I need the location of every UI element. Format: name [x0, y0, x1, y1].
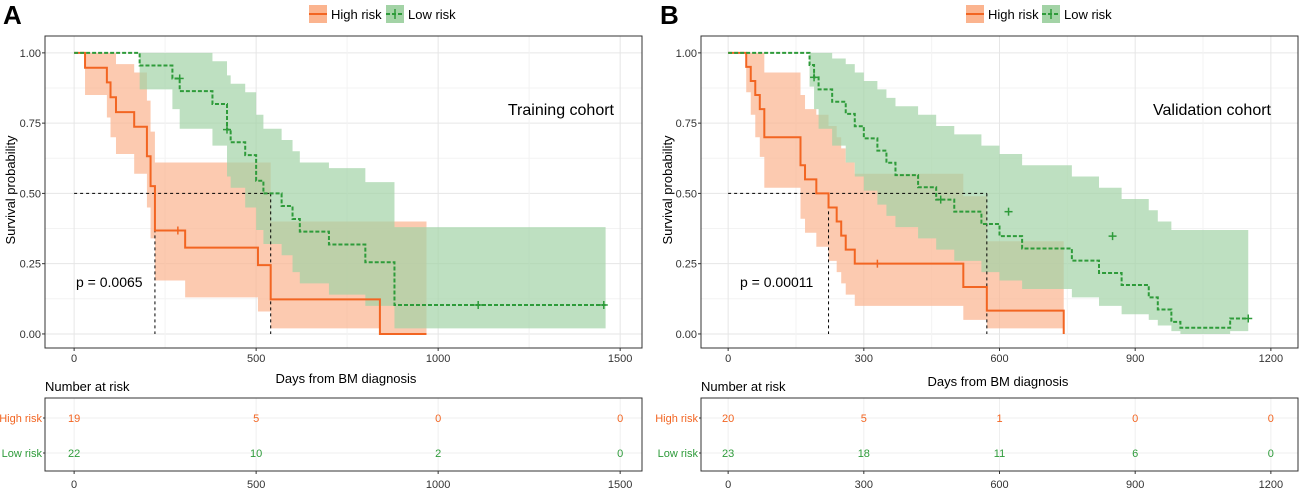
km-curve-low-risk	[728, 51, 1249, 329]
risk-row-label: Low risk	[2, 448, 43, 460]
x-tick-label: 1200	[1259, 353, 1283, 365]
plot-frame	[44, 35, 643, 349]
risk-value: 1	[996, 413, 1002, 425]
y-tick-label: 0.00	[676, 329, 697, 341]
y-tick-label: 1.00	[676, 48, 697, 60]
p-value-b: p = 0.00011	[740, 274, 814, 290]
legend-label-low-risk: Low risk	[408, 7, 456, 22]
y-tick-label: 0.50	[676, 188, 697, 200]
risk-value: 5	[253, 413, 259, 425]
y-tick-label: 0.75	[676, 118, 697, 130]
median-lines-1	[728, 192, 988, 334]
p-value-a: p = 0.0065	[76, 274, 143, 290]
risk-x-tick-label: 0	[725, 479, 731, 490]
x-tick-label: 900	[1126, 353, 1144, 365]
y-axis-title-a: Survival probability	[3, 135, 18, 245]
x-tick-label: 0	[71, 353, 77, 365]
risk-x-tick-label: 0	[71, 479, 77, 490]
risk-value: 23	[722, 448, 734, 460]
legend-left: High risk Low risk	[309, 5, 456, 23]
risk-value: 22	[68, 448, 80, 460]
y-tick-label: 0.75	[20, 118, 41, 130]
risk-value: 0	[617, 448, 623, 460]
ci-band-low-risk	[728, 52, 1249, 334]
risk-value: 19	[68, 413, 80, 425]
km-curve-high-risk	[728, 51, 1065, 334]
risk-x-tick-label: 600	[990, 479, 1008, 490]
x-tick-label: 300	[855, 353, 873, 365]
x-tick-label: 500	[247, 353, 265, 365]
legend-right: High risk Low risk	[966, 5, 1112, 23]
legend-label-high-risk: High risk	[331, 7, 382, 22]
y-tick-label: 1.00	[20, 48, 41, 60]
risk-table-title-b: Number at risk	[701, 379, 786, 394]
y-tick-label: 0.25	[676, 259, 697, 271]
risk-value: 0	[435, 413, 441, 425]
risk-value: 2	[435, 448, 441, 460]
x-tick-label: 600	[990, 353, 1008, 365]
risk-table-frame	[44, 397, 643, 472]
x-axis-title-b: Days from BM diagnosis	[928, 374, 1069, 389]
x-axis-title-a: Days from BM diagnosis	[276, 371, 417, 386]
cohort-label-a: Training cohort	[508, 102, 615, 119]
risk-value: 6	[1132, 448, 1138, 460]
risk-row-label: High risk	[0, 413, 42, 425]
km-curve-high-risk	[74, 51, 427, 335]
risk-x-tick-label: 500	[247, 479, 265, 490]
risk-x-tick-label: 1500	[608, 479, 632, 490]
risk-row-label: Low risk	[658, 448, 699, 460]
risk-value: 0	[1132, 413, 1138, 425]
x-tick-label: 1500	[608, 353, 632, 365]
risk-x-tick-label: 1000	[426, 479, 450, 490]
risk-value: 0	[1268, 448, 1274, 460]
risk-table-title-a: Number at risk	[45, 379, 130, 394]
risk-value: 11	[994, 448, 1005, 460]
risk-value: 20	[722, 413, 734, 425]
ci-band-low-risk	[74, 52, 606, 329]
legend-label-high-risk-b: High risk	[988, 7, 1039, 22]
median-lines-0	[74, 192, 272, 334]
y-tick-label: 0.50	[20, 188, 41, 200]
risk-value: 18	[858, 448, 870, 460]
y-tick-label: 0.25	[20, 259, 41, 271]
panel-label-b: B	[660, 0, 679, 30]
legend-label-low-risk-b: Low risk	[1064, 7, 1112, 22]
y-tick-label: 0.00	[20, 329, 41, 341]
risk-value: 5	[861, 413, 867, 425]
risk-row-label: High risk	[655, 413, 698, 425]
risk-x-tick-label: 1200	[1259, 479, 1283, 490]
risk-value: 0	[1268, 413, 1274, 425]
y-axis-title-b: Survival probability	[660, 135, 675, 245]
x-tick-label: 0	[725, 353, 731, 365]
risk-value: 0	[617, 413, 623, 425]
x-tick-label: 1000	[426, 353, 450, 365]
panel-label-a: A	[3, 0, 22, 30]
risk-x-tick-label: 900	[1126, 479, 1144, 490]
cohort-label-b: Validation cohort	[1153, 102, 1272, 119]
risk-x-tick-label: 300	[855, 479, 873, 490]
risk-value: 10	[250, 448, 262, 460]
